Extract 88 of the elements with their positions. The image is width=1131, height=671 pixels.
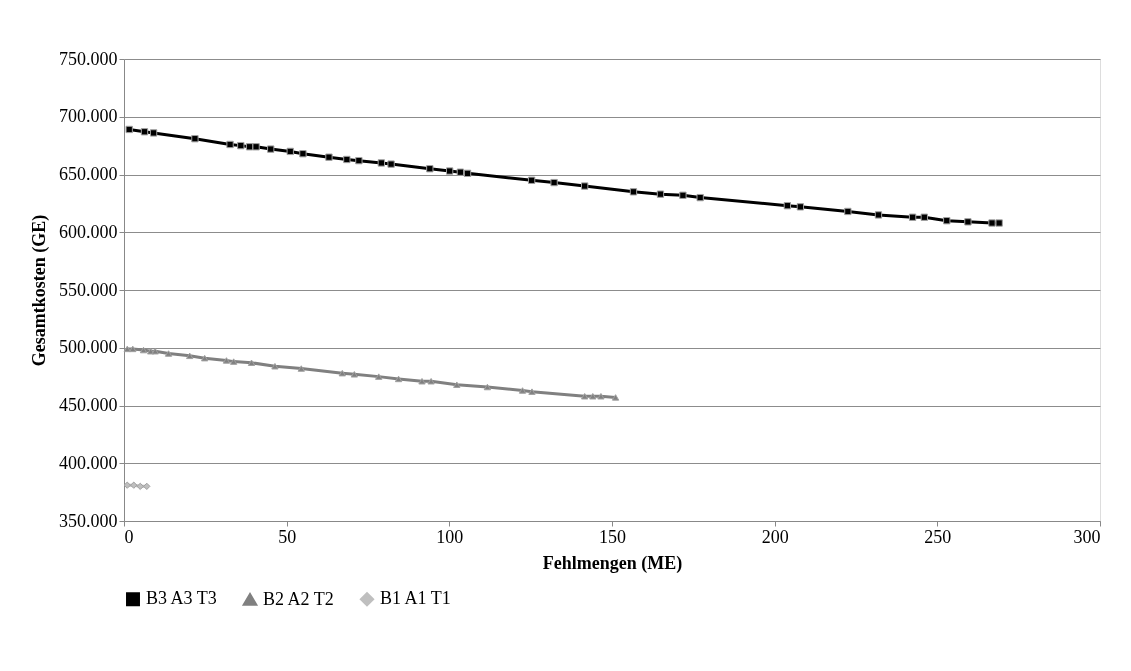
- point: [186, 352, 194, 360]
- point: [456, 168, 465, 176]
- point: [271, 362, 279, 370]
- point: [201, 354, 209, 362]
- point: [844, 207, 852, 216]
- x-tick-label: 0: [124, 526, 134, 547]
- point: [245, 143, 254, 151]
- y-tick-label: 750.000: [59, 48, 118, 69]
- point: [418, 378, 426, 385]
- point: [299, 150, 307, 158]
- point: [426, 165, 434, 173]
- point: [528, 388, 536, 395]
- point: [518, 387, 527, 394]
- point: [988, 219, 996, 227]
- point: [136, 482, 144, 491]
- x-tick-label: 250: [924, 526, 952, 547]
- y-tick-label: 500.000: [59, 337, 118, 358]
- y-tick-label: 450.000: [59, 395, 118, 415]
- point: [597, 393, 605, 400]
- x-tick-label: 100: [436, 526, 464, 547]
- point: [355, 156, 363, 165]
- y-tick-label: 600.000: [59, 221, 118, 242]
- legend-label: B1 A1 T1: [380, 588, 451, 609]
- point: [247, 359, 256, 366]
- point: [394, 375, 403, 383]
- legend-label: B2 A2 T2: [263, 588, 334, 609]
- point: [908, 213, 917, 221]
- point: [427, 378, 435, 385]
- point: [343, 155, 351, 164]
- point: [297, 365, 305, 372]
- y-tick-label: 400.000: [59, 452, 118, 473]
- point: [783, 202, 792, 210]
- point: [125, 125, 133, 134]
- point: [679, 191, 687, 199]
- point: [350, 371, 358, 378]
- point: [527, 176, 536, 184]
- point: [995, 219, 1003, 227]
- x-tick-label: 300: [1073, 526, 1101, 547]
- point: [796, 203, 805, 211]
- point: [611, 394, 620, 401]
- point: [463, 169, 472, 178]
- point: [696, 193, 704, 202]
- y-tick-label: 700.000: [59, 106, 118, 127]
- point: [874, 211, 883, 219]
- point: [483, 383, 492, 391]
- point: [964, 218, 972, 226]
- x-tick-label: 150: [599, 526, 626, 547]
- y-tick-label: 650.000: [59, 164, 118, 184]
- point: [286, 147, 294, 156]
- point: [164, 350, 173, 357]
- point: [338, 369, 346, 377]
- point: [123, 345, 131, 353]
- point: [375, 373, 383, 380]
- point: [656, 190, 665, 198]
- x-axis-title: Fehlmengen (ME): [542, 552, 683, 574]
- point: [191, 135, 199, 143]
- point: [589, 393, 597, 400]
- point: [129, 345, 137, 353]
- point: [252, 143, 260, 151]
- point: [222, 357, 231, 364]
- point: [237, 141, 245, 150]
- point: [920, 213, 928, 221]
- point: [325, 153, 333, 161]
- point: [550, 178, 558, 187]
- point: [581, 393, 589, 400]
- legend-label: B3 A3 T3: [146, 588, 217, 609]
- point: [453, 381, 461, 388]
- point: [130, 481, 138, 489]
- point: [139, 346, 148, 354]
- point: [581, 182, 589, 190]
- y-tick-label: 550.000: [59, 279, 118, 300]
- point: [229, 358, 238, 365]
- point: [151, 347, 159, 355]
- point: [267, 145, 275, 153]
- point: [123, 481, 131, 489]
- point: [143, 482, 151, 491]
- point: [446, 167, 454, 175]
- point: [943, 217, 951, 225]
- point: [149, 129, 158, 137]
- point: [140, 128, 149, 136]
- x-tick-label: 200: [761, 526, 789, 547]
- y-axis-title: Gesamtkosten (GE): [29, 214, 50, 367]
- point: [629, 188, 638, 196]
- y-tick-label: 350.000: [59, 510, 118, 531]
- point: [226, 140, 234, 149]
- point: [377, 159, 385, 167]
- point: [387, 160, 395, 168]
- x-tick-label: 50: [278, 526, 297, 547]
